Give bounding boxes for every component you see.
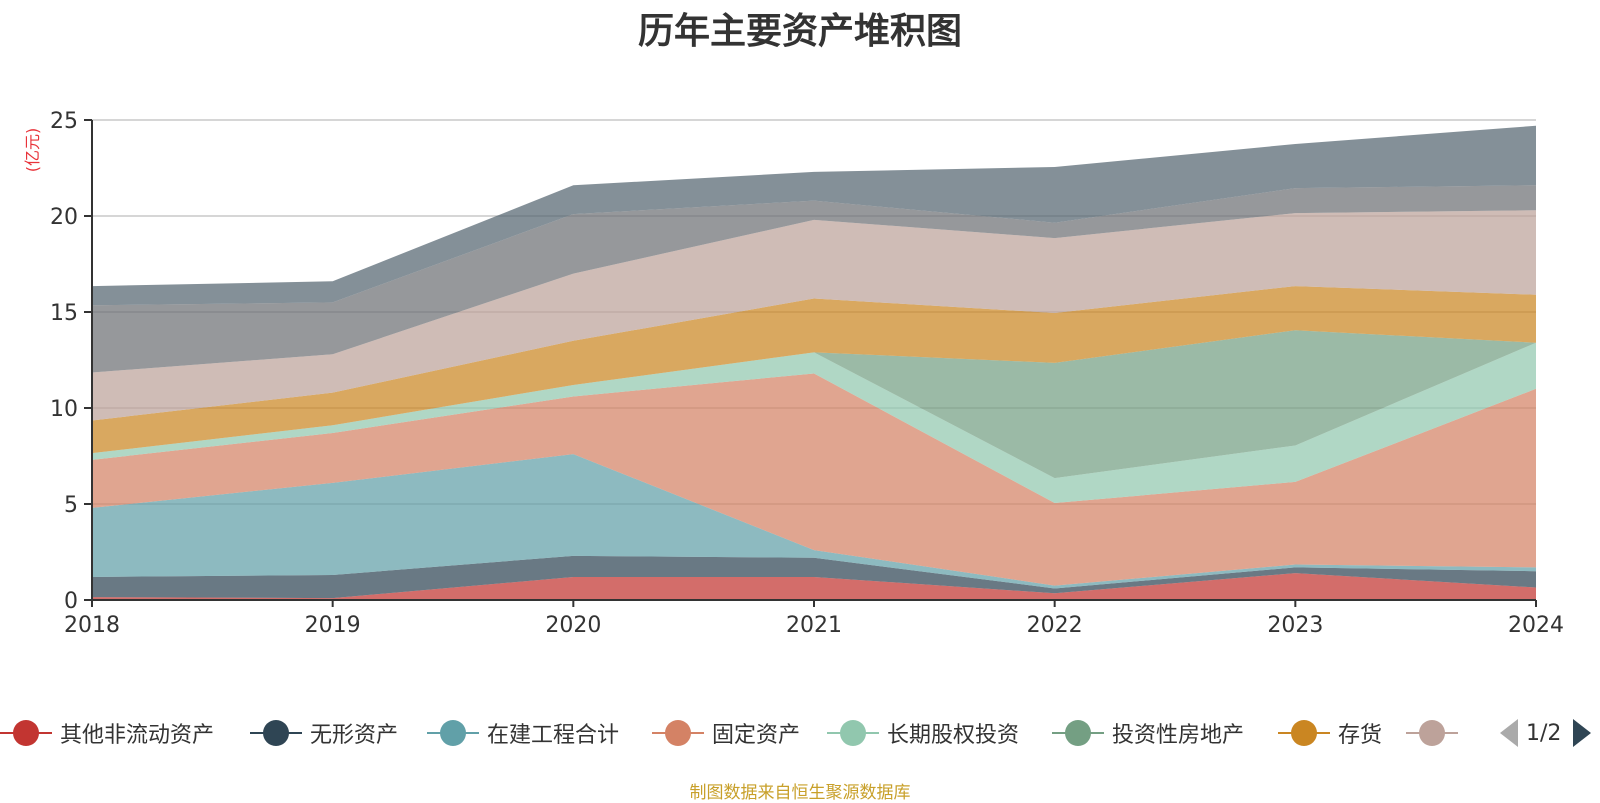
area-series-9[interactable] [92, 125, 1536, 306]
legend-label: 投资性房地产 [1112, 723, 1245, 748]
chart-title: 历年主要资产堆积图 [637, 11, 962, 52]
legend-marker-icon [250, 719, 302, 747]
legend-label: 固定资产 [712, 723, 801, 748]
legend-label: 长期股权投资 [887, 723, 1020, 748]
area-series-3[interactable] [92, 373, 1536, 586]
legend-item[interactable]: 在建工程合计 [427, 713, 619, 753]
area-series-6[interactable] [92, 286, 1536, 454]
legend-marker-icon [0, 719, 52, 747]
y-axis-unit-text: (亿元) [23, 128, 42, 173]
legend-label: 在建工程合计 [487, 723, 620, 748]
x-tick-label: 2019 [305, 613, 361, 638]
area-series-5[interactable] [92, 330, 1536, 479]
chart-plot: 0 5 10 15 20 25 2018 2019 2020 2021 2022 2023 2024 [50, 109, 1564, 638]
legend-prev-page-button[interactable] [1500, 719, 1518, 747]
legend: 其他非流动资产无形资产在建工程合计固定资产长期股权投资投资性房地产存货应收账款 … [0, 713, 1600, 753]
legend-marker-icon [1052, 719, 1104, 747]
legend-item[interactable]: 长期股权投资 [827, 713, 1019, 753]
legend-pager: 1/2 [1500, 713, 1592, 753]
legend-item[interactable]: 应收账款 [1406, 713, 1462, 753]
legend-marker-icon [1406, 719, 1458, 747]
legend-item[interactable]: 投资性房地产 [1052, 713, 1244, 753]
legend-items: 其他非流动资产 无形资产 在建工程合计 固定资产 长期股权投资 投资性房地产 存货应收账款 [0, 713, 1462, 753]
y-tick-label: 5 [64, 493, 78, 518]
area-series-0[interactable] [92, 573, 1536, 600]
legend-page-indicator: 1/2 [1526, 720, 1562, 746]
x-tick-label: 2021 [786, 613, 842, 638]
legend-marker-icon [652, 719, 704, 747]
x-tick-label: 2020 [545, 613, 601, 638]
legend-next-page-button[interactable] [1573, 719, 1592, 747]
area-series-1[interactable] [92, 555, 1536, 599]
legend-marker-icon [1278, 719, 1330, 747]
legend-item[interactable]: 其他非流动资产 [0, 713, 214, 753]
source-note: 制图数据来自恒生聚源数据库 [689, 783, 911, 803]
area-series-2[interactable] [92, 454, 1536, 589]
legend-marker-icon [427, 719, 479, 747]
x-tick-label: 2023 [1267, 613, 1323, 638]
y-tick-label: 20 [50, 205, 78, 230]
area-layer [92, 125, 1536, 600]
legend-label: 其他非流动资产 [60, 723, 215, 748]
x-tick-label: 2024 [1508, 613, 1564, 638]
legend-item[interactable]: 固定资产 [652, 713, 800, 753]
area-series-4[interactable] [92, 342, 1536, 504]
legend-item[interactable]: 无形资产 [250, 713, 398, 753]
x-tick-label: 2022 [1027, 613, 1083, 638]
y-axis-unit-label: (亿元) [23, 128, 42, 173]
area-series-7[interactable] [92, 210, 1536, 421]
area-series-8[interactable] [92, 185, 1536, 373]
legend-label: 无形资产 [310, 723, 399, 748]
y-tick-label: 25 [50, 109, 78, 134]
legend-label: 存货 [1338, 723, 1383, 748]
y-tick-label: 0 [64, 589, 78, 614]
x-tick-label: 2018 [64, 613, 120, 638]
y-tick-label: 15 [50, 301, 78, 326]
y-tick-label: 10 [50, 397, 78, 422]
legend-item[interactable]: 存货 [1278, 713, 1382, 753]
axis-layer: 0 5 10 15 20 25 2018 2019 2020 2021 2022 2023 2024 [50, 109, 1564, 638]
legend-marker-icon [827, 719, 879, 747]
